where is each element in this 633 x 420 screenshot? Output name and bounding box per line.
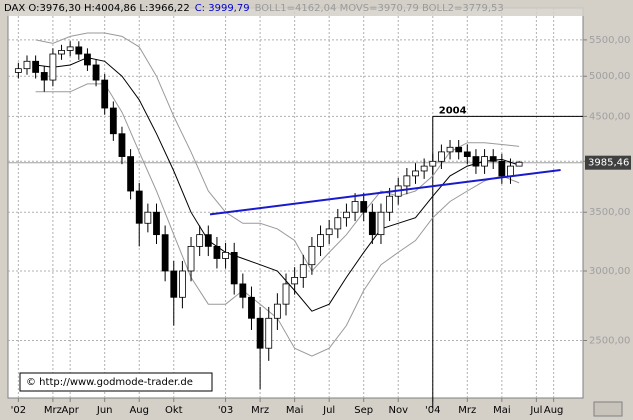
candle-body xyxy=(343,211,350,219)
candle-body xyxy=(204,234,212,247)
candle-body xyxy=(282,283,290,305)
x-tick-label: '02 xyxy=(11,405,26,416)
y-tick-label: 2500,00 xyxy=(589,335,630,346)
candle-body xyxy=(170,270,178,298)
y-tick-label: 5000,00 xyxy=(589,71,630,82)
watermark: © http://www.godmode-trader.de xyxy=(26,377,193,388)
candle-body xyxy=(403,175,411,187)
x-tick-label: Jul xyxy=(529,405,542,416)
x-tick-label: '04 xyxy=(425,405,440,416)
candle-body xyxy=(412,170,419,177)
header-text: C: 3999,79 xyxy=(195,3,250,14)
candle-body xyxy=(334,217,342,230)
candle-body xyxy=(92,64,100,81)
candle-body xyxy=(420,165,428,172)
candle-body xyxy=(187,245,195,272)
candle-body xyxy=(498,160,506,177)
candle-body xyxy=(23,60,31,70)
y-tick-label: 5500,00 xyxy=(589,35,630,46)
x-tick-label: Aug xyxy=(129,405,149,416)
y-tick-label: 4500,00 xyxy=(589,111,630,122)
year-box-label: 2004 xyxy=(439,105,467,116)
trendline xyxy=(209,169,561,216)
candle-body xyxy=(230,251,238,285)
candle-body xyxy=(489,156,497,162)
candle-body xyxy=(455,146,463,153)
candle-body xyxy=(49,53,57,81)
candle-body xyxy=(265,317,273,349)
header-bg xyxy=(0,0,633,16)
last-value-label: 3985,46 xyxy=(588,158,629,169)
candle-body xyxy=(196,234,204,247)
candle-body xyxy=(507,165,514,177)
x-tick-label: Mai xyxy=(493,405,511,416)
x-tick-label: '03 xyxy=(218,405,233,416)
candle-body xyxy=(161,234,169,272)
candle-body xyxy=(291,276,299,285)
header-text: DAX O:3976,30 H:4004,86 L:3966,22 xyxy=(4,3,190,14)
x-tick-label: Okt xyxy=(165,405,183,416)
candle-body xyxy=(101,79,109,109)
candle-body xyxy=(377,211,385,236)
watermark-box xyxy=(19,372,213,392)
candle-body xyxy=(127,156,134,192)
candle-body xyxy=(144,211,152,224)
candle-body xyxy=(58,50,65,55)
candle-body xyxy=(239,283,247,298)
candle-body xyxy=(308,245,316,266)
candle-body xyxy=(429,160,437,167)
candle-body xyxy=(386,195,394,213)
x-tick-label: Mai xyxy=(286,405,304,416)
candle-body xyxy=(446,146,454,153)
candle-body xyxy=(463,151,471,157)
candle-body xyxy=(32,60,40,73)
candle-body xyxy=(472,156,480,167)
candle-body xyxy=(515,161,523,167)
candle-body xyxy=(153,211,160,236)
overlay: 3985,46 DAX O:3976,30 H:4004,86 L:3966,22… xyxy=(0,0,633,392)
candle-body xyxy=(66,46,74,51)
candle-body xyxy=(222,251,229,259)
y-tick-label: 3000,00 xyxy=(589,266,630,277)
x-tick-label: Mrz xyxy=(458,405,476,416)
x-tick-label: Aug xyxy=(544,405,564,416)
candle-body xyxy=(273,303,281,319)
candle-body xyxy=(213,245,221,259)
candle-body xyxy=(351,201,359,213)
x-tick-label: Jun xyxy=(96,405,113,416)
candle-body xyxy=(438,151,445,162)
candle-body xyxy=(40,72,48,81)
x-tick-label: Mrz xyxy=(251,405,269,416)
candle-body xyxy=(368,211,376,236)
marks: 2004 xyxy=(8,32,583,408)
candle-body xyxy=(317,234,324,247)
x-tick-label: Sep xyxy=(354,405,373,416)
x-tick-label: Mrz xyxy=(44,405,62,416)
x-tick-label: Apr xyxy=(62,405,80,416)
x-tick-label: Jul xyxy=(322,405,335,416)
candle-body xyxy=(135,190,143,224)
indicator-line xyxy=(35,57,520,312)
corner-icon xyxy=(593,401,623,417)
indicator-line xyxy=(35,32,520,272)
candle-body xyxy=(248,296,255,319)
candle-body xyxy=(75,46,83,55)
candle-body xyxy=(325,228,333,236)
candle-body xyxy=(481,156,488,167)
y-tick-label: 3500,00 xyxy=(589,207,630,218)
candle-body xyxy=(14,68,22,73)
candle-body xyxy=(360,201,368,213)
candle-body xyxy=(84,53,91,66)
candle-body xyxy=(109,107,117,135)
candle-body xyxy=(256,317,264,349)
x-tick-label: Nov xyxy=(388,405,408,416)
candle-body xyxy=(118,133,126,157)
candle-body xyxy=(178,270,186,298)
last-value-box xyxy=(585,155,631,170)
candle-body xyxy=(299,264,307,278)
header-text: BOLL1=4162,04 MOVS=3970,79 BOLL2=3779,53 xyxy=(255,3,504,14)
